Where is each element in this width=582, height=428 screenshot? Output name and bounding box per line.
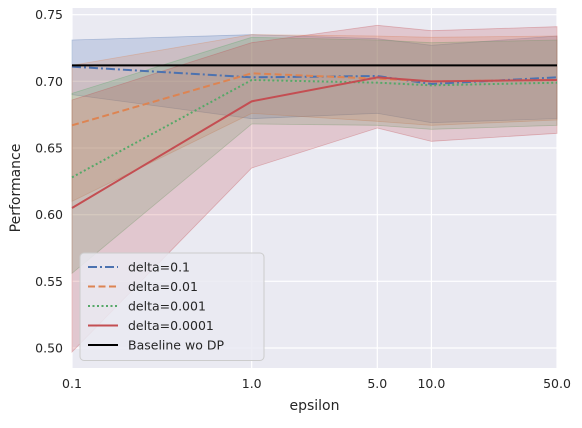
tick-labels: 0.1 1.0 5.0 10.0 50.0 0.50 0.55 0.60 0.65 0.70 0.7…: [35, 7, 571, 391]
x-axis-label: epsilon: [289, 398, 339, 414]
legend-label: delta=0.0001: [128, 318, 214, 333]
series-line-delta=0.1: [71, 65, 558, 86]
band-delta=0.1: [71, 34, 558, 124]
legend-label: delta=0.01: [128, 279, 198, 294]
legend-label: delta=0.1: [128, 260, 190, 275]
x-tick-label: 0.1: [62, 376, 82, 391]
x-tick-label: 5.0: [367, 376, 387, 391]
y-tick-label: 0.65: [35, 141, 63, 156]
band-delta=0.0001: [71, 24, 558, 353]
y-tick-label: 0.60: [35, 207, 63, 222]
x-tick-label: 50.0: [543, 376, 571, 391]
band-delta=0.01: [71, 34, 558, 202]
confidence-bands: [71, 24, 558, 353]
band-delta=0.001: [71, 36, 558, 275]
series-line-delta=0.001: [71, 78, 558, 179]
y-axis-label: Performance: [8, 144, 24, 233]
y-tick-label: 0.55: [35, 274, 63, 289]
legend-label: delta=0.001: [128, 299, 206, 314]
legend: delta=0.1 delta=0.01 delta=0.001 delta=0.00…: [79, 252, 265, 361]
series-line-delta=0.0001: [71, 76, 558, 209]
y-tick-label: 0.70: [35, 74, 63, 89]
y-tick-label: 0.75: [35, 7, 63, 22]
legend-label: Baseline wo DP: [128, 338, 224, 353]
x-tick-label: 10.0: [417, 376, 445, 391]
legend-box: [79, 252, 265, 361]
y-tick-label: 0.50: [35, 341, 63, 356]
series-lines: [71, 64, 558, 209]
x-tick-label: 1.0: [242, 376, 262, 391]
